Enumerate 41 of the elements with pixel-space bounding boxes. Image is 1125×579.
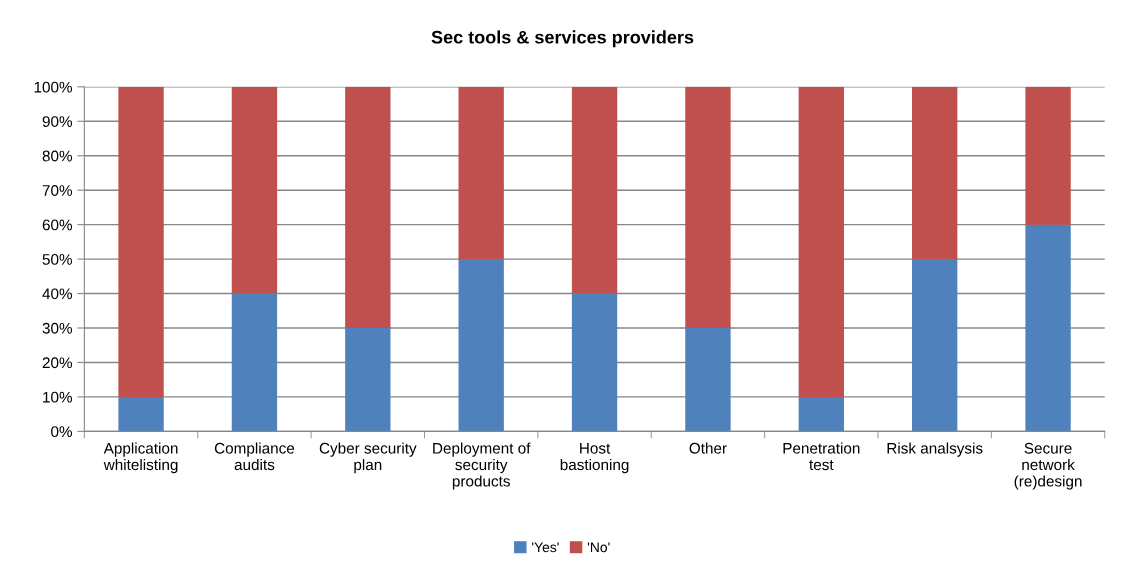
bar: [231, 86, 278, 294]
bar: [345, 86, 391, 328]
y-tick-label: 50%: [42, 253, 73, 265]
y-tick-label: 60%: [42, 219, 73, 231]
bar: [1025, 224, 1071, 432]
chart-title: Sec tools & services providers: [431, 30, 694, 48]
y-tick-label: 100%: [34, 81, 73, 93]
x-tick-label: Secure network (re)design: [1014, 442, 1082, 490]
bar: [1025, 86, 1071, 225]
bar: [912, 86, 958, 260]
bar: [685, 86, 731, 328]
x-tick-label: Host bastioning: [560, 443, 629, 474]
bar: [231, 293, 278, 432]
y-tick-label: 30%: [42, 322, 73, 334]
y-tick-label: 0%: [51, 426, 73, 438]
y-tick-label: 70%: [42, 185, 73, 196]
bar: [118, 86, 164, 397]
bar: [571, 86, 618, 294]
y-tick-label: 90%: [42, 116, 73, 127]
legend-label: 'No': [587, 542, 610, 553]
x-tick-label: Cyber security plan: [319, 442, 417, 474]
bar: [798, 86, 844, 397]
bar: [571, 293, 618, 432]
x-tick-label: Application whitelisting: [103, 442, 178, 474]
bar: [458, 259, 504, 432]
legend-label: 'Yes': [532, 542, 559, 553]
x-tick-label: Deployment of security products: [433, 442, 531, 490]
bar: [458, 86, 504, 260]
x-tick-label: Other: [689, 442, 727, 454]
x-tick-label: Penetration test: [783, 442, 860, 471]
y-tick-label: 10%: [43, 391, 73, 403]
y-tick-label: 20%: [42, 357, 73, 369]
x-tick-label: Compliance audits: [214, 442, 295, 471]
bar: [345, 328, 391, 432]
y-tick-label: 80%: [42, 150, 73, 162]
bar: [118, 396, 164, 432]
bar: [798, 396, 844, 432]
bar: [912, 259, 958, 432]
y-tick-label: 40%: [42, 288, 73, 300]
x-tick-label: Risk analsysis: [887, 442, 983, 457]
bar: [685, 328, 731, 432]
